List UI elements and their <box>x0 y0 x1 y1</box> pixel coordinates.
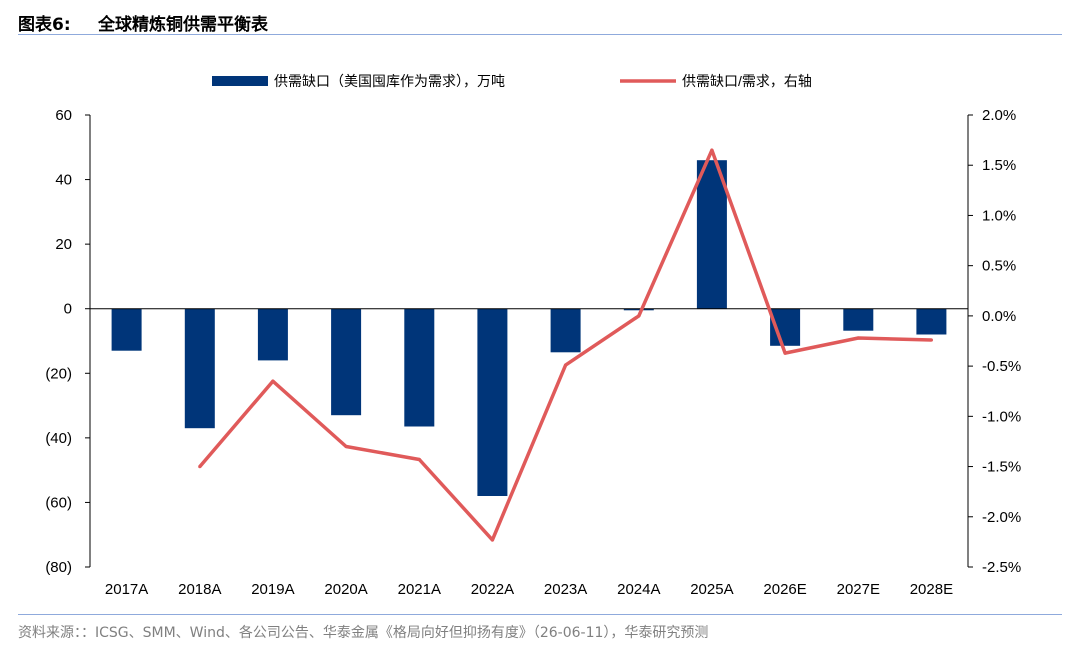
figure-title: 全球精炼铜供需平衡表 <box>98 15 268 35</box>
x-tick-label: 2028E <box>910 581 953 598</box>
line-point-2022A <box>490 538 494 542</box>
x-tick-label: 2023A <box>544 581 587 598</box>
x-tick-label: 2027E <box>837 581 880 598</box>
right-tick-label: -1.5% <box>982 459 1021 476</box>
legend: 供需缺口（美国囤库作为需求），万吨 供需缺口/需求，右轴 <box>212 73 812 89</box>
axes: 60 40 20 0 (20) (40) (60) (80) 2.0% 1.5% 1.0% 0.5% 0… <box>45 107 1021 598</box>
x-tick-label: 2017A <box>105 581 148 598</box>
right-tick-label: 0.0% <box>982 308 1016 325</box>
chart: 供需缺口（美国囤库作为需求），万吨 供需缺口/需求，右轴 60 40 20 0 (20)… <box>45 73 1021 598</box>
legend-bar-swatch <box>212 76 268 86</box>
x-tick-label: 2020A <box>324 581 367 598</box>
bar-2027E <box>843 308 874 331</box>
right-tick-label: 0.5% <box>982 258 1016 275</box>
left-tick-label: (80) <box>45 559 72 576</box>
x-tick-label: 2022A <box>471 581 514 598</box>
line-point-2025A <box>710 148 714 152</box>
x-tick-label: 2024A <box>617 581 660 598</box>
right-tick-label: -2.5% <box>982 559 1021 576</box>
x-tick-label: 2018A <box>178 581 221 598</box>
x-tick-label: 2019A <box>251 581 294 598</box>
left-tick-label: 60 <box>55 107 72 124</box>
bar-2025A <box>696 160 727 309</box>
bar-2024A <box>623 308 654 311</box>
line-point-2024A <box>637 314 641 318</box>
source-note: 资料来源：：ICSG、SMM、Wind、各公司公告、华泰金属《格局向好但抑扬有度… <box>18 625 709 641</box>
right-tick-label: 2.0% <box>982 107 1016 124</box>
left-tick-label: 20 <box>55 236 72 253</box>
right-tick-label: -1.0% <box>982 408 1021 425</box>
bar-2019A <box>257 308 288 361</box>
line-point-2028E <box>929 338 934 342</box>
left-tick-label: 0 <box>64 301 72 318</box>
legend-line-label: 供需缺口/需求，右轴 <box>682 73 812 89</box>
right-tick-label: -0.5% <box>982 358 1021 375</box>
bar-2020A <box>331 308 362 416</box>
line-point-2019A <box>271 379 275 383</box>
line-series <box>198 148 934 542</box>
bar-2017A <box>111 308 142 351</box>
line-point-2027E <box>856 336 860 340</box>
x-tick-label: 2021A <box>398 581 441 598</box>
x-tick-label: 2026E <box>763 581 806 598</box>
left-tick-label: (60) <box>45 494 72 511</box>
line-point-2018A <box>198 465 202 469</box>
left-tick-label: (40) <box>45 430 72 447</box>
bar-2021A <box>404 308 435 427</box>
line-point-2020A <box>344 444 348 449</box>
right-tick-label: -2.0% <box>982 509 1021 526</box>
left-tick-label: 40 <box>55 172 72 189</box>
legend-bar-label: 供需缺口（美国囤库作为需求），万吨 <box>274 73 505 89</box>
right-tick-label: 1.5% <box>982 157 1016 174</box>
bar-2022A <box>477 308 508 496</box>
right-tick-label: 1.0% <box>982 207 1016 224</box>
bar-series <box>111 160 947 496</box>
figure-label: 图表6: <box>18 15 71 35</box>
header-rule <box>18 34 1062 35</box>
bar-2023A <box>550 308 581 353</box>
left-tick-label: (20) <box>45 365 72 382</box>
line-point-2023A <box>564 363 568 367</box>
line-point-2021A <box>417 457 421 462</box>
footer-rule <box>18 614 1062 615</box>
x-tick-label: 2025A <box>690 581 733 598</box>
bar-2018A <box>184 308 215 429</box>
bar-2028E <box>916 308 947 335</box>
line-point-2026E <box>783 351 787 355</box>
figure-header: 图表6: 全球精炼铜供需平衡表 <box>18 6 1062 36</box>
